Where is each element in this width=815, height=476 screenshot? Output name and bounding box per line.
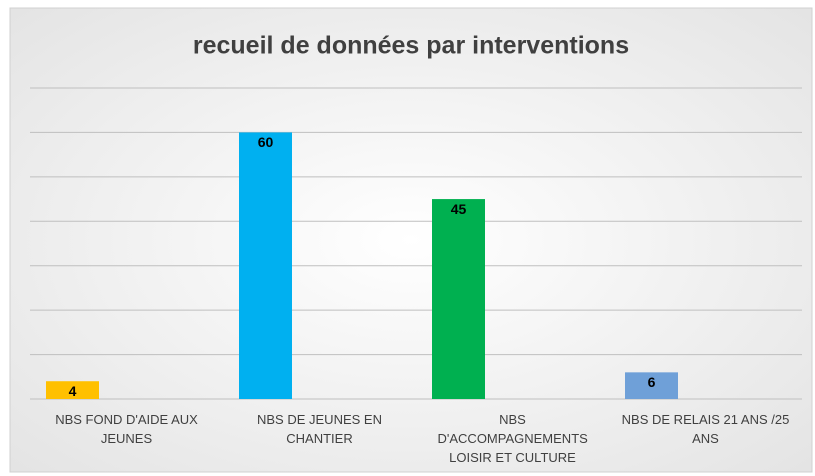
x-tick-label: NBS FOND D'AIDE AUX JEUNES — [55, 412, 198, 446]
bar — [432, 199, 485, 399]
value-label: 60 — [258, 134, 274, 150]
value-label: 45 — [451, 201, 467, 217]
bar — [625, 372, 678, 399]
x-tick-label: NBS D'ACCOMPAGNEMENTS LOISIR ET CULTURE — [437, 412, 588, 465]
value-label: 6 — [648, 374, 656, 390]
bar — [46, 381, 99, 399]
chart-title: recueil de données par interventions — [193, 32, 629, 60]
x-tick-label: NBS DE JEUNES EN CHANTIER — [257, 412, 382, 446]
value-label: 4 — [69, 383, 77, 399]
bar — [239, 132, 292, 399]
x-tick-label: NBS DE RELAIS 21 ANS /25 ANS — [621, 412, 790, 446]
chart-area — [9, 7, 813, 473]
